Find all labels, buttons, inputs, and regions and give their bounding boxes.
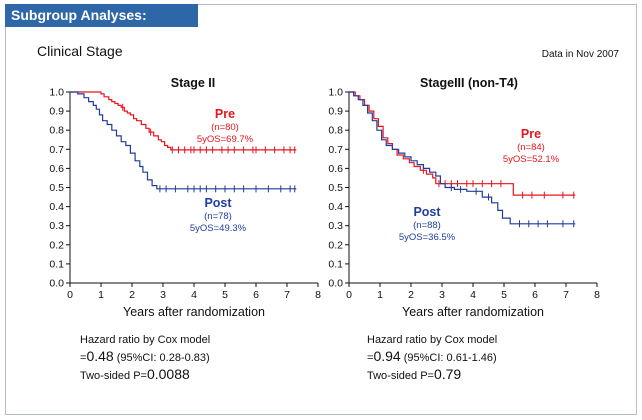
stats-stage2: Hazard ratio by Cox model =0.48 (95%CI: … bbox=[80, 332, 210, 384]
stats-stage3-p-line: Two-sided P=0.79 bbox=[367, 366, 497, 384]
panel1-y-tick-label: 0.4 bbox=[49, 201, 64, 213]
panel2-x-tick-label: 7 bbox=[563, 289, 569, 301]
panel2-x-tick-label: 6 bbox=[532, 289, 538, 301]
stats-stage3-hr-line: =0.94 (95%CI: 0.61-1.46) bbox=[367, 348, 497, 366]
panel1-x-tick-label: 2 bbox=[129, 289, 135, 301]
panel1-x-tick-label: 1 bbox=[98, 289, 104, 301]
panel1-x-tick-label: 8 bbox=[315, 289, 321, 301]
panel1-y-tick-label: 0.0 bbox=[49, 278, 64, 290]
panel1-pre-label: Pre bbox=[215, 107, 235, 121]
panel2-x-tick-label: 1 bbox=[377, 289, 383, 301]
panel2-x-tick-label: 0 bbox=[346, 289, 352, 301]
panel1-y-tick-label: 0.9 bbox=[49, 106, 64, 118]
panel2-x-axis-label: Years after randomization bbox=[402, 305, 544, 319]
stats-stage2-line1: Hazard ratio by Cox model bbox=[80, 334, 211, 346]
panel1-x-tick-label: 6 bbox=[253, 289, 259, 301]
panel1-y-tick-label: 0.5 bbox=[49, 182, 64, 194]
panel2-title: StageIII (non-T4) bbox=[420, 76, 518, 90]
panel2-y-tick-label: 0.5 bbox=[328, 182, 343, 194]
panel1-y-tick-label: 0.1 bbox=[49, 258, 64, 270]
panel2-y-tick-label: 0.7 bbox=[328, 144, 343, 156]
panel2-x-tick-label: 2 bbox=[408, 289, 414, 301]
panel1-y-tick-label: 1.0 bbox=[49, 87, 64, 99]
data-date: Data in Nov 2007 bbox=[541, 49, 619, 60]
stats-stage2-hr: 0.48 bbox=[86, 348, 114, 364]
panel2-post-n: (n=88) bbox=[413, 220, 441, 231]
panel1-x-tick-label: 4 bbox=[191, 289, 197, 301]
stats-stage3: Hazard ratio by Cox model =0.94 (95%CI: … bbox=[367, 332, 497, 384]
panel1-x-tick-label: 3 bbox=[160, 289, 166, 301]
stats-stage2-p: 0.0088 bbox=[146, 366, 190, 382]
slide-title: Subgroup Analyses: updated OS bbox=[11, 7, 147, 46]
stats-stage3-ci: (95%CI: 0.61-1.46) bbox=[403, 352, 497, 364]
panel2-post-curve bbox=[349, 91, 576, 225]
stats-stage2-hr-line: =0.48 (95%CI: 0.28-0.83) bbox=[80, 348, 210, 366]
panel1-x-axis-label: Years after randomization bbox=[123, 305, 265, 319]
stats-stage3-hr: 0.94 bbox=[373, 348, 401, 364]
panel1-x-tick-label: 0 bbox=[67, 289, 73, 301]
panel1-x-tick-label: 7 bbox=[284, 289, 290, 301]
panel2-y-tick-label: 0.6 bbox=[328, 163, 343, 175]
panel2-x-tick-label: 8 bbox=[594, 289, 600, 301]
stats-stage3-hr-prefix: = bbox=[367, 352, 374, 364]
panel1-pre-os: 5yOS=69.7% bbox=[197, 134, 254, 145]
stats-stage2-hr-prefix: = bbox=[80, 352, 87, 364]
panel2-post-os: 5yOS=36.5% bbox=[399, 232, 456, 243]
panel1-post-curve bbox=[70, 91, 297, 190]
panel1-y-tick-label: 0.2 bbox=[49, 239, 64, 251]
panel1-pre-curve bbox=[70, 91, 297, 151]
panel2-pre-label: Pre bbox=[521, 127, 541, 141]
panel2-y-tick-label: 0.4 bbox=[328, 201, 343, 213]
panel2-pre-n: (n=84) bbox=[517, 142, 545, 153]
stats-stage3-p: 0.79 bbox=[433, 366, 462, 382]
panel1-x-tick-label: 5 bbox=[222, 289, 228, 301]
panel2-pre-os: 5yOS=52.1% bbox=[503, 154, 560, 165]
stats-stage3-p-label: Two-sided P= bbox=[367, 370, 434, 382]
panel1-post-n: (n=78) bbox=[204, 211, 232, 222]
panel2-y-tick-label: 0.2 bbox=[328, 239, 343, 251]
panel1-y-tick-label: 0.6 bbox=[49, 163, 64, 175]
panel2-x-tick-label: 4 bbox=[470, 289, 476, 301]
stats-stage2-p-label: Two-sided P= bbox=[80, 370, 147, 382]
panel1-pre-n: (n=80) bbox=[211, 122, 239, 133]
panel1-y-tick-label: 0.8 bbox=[49, 125, 64, 137]
panel2-y-tick-label: 0.1 bbox=[328, 258, 343, 270]
section-title: Clinical Stage bbox=[37, 43, 123, 59]
panel2-y-tick-label: 1.0 bbox=[328, 87, 343, 99]
panel2-x-tick-label: 5 bbox=[501, 289, 507, 301]
panel1-y-tick-label: 0.7 bbox=[49, 144, 64, 156]
panel1-y-tick-label: 0.3 bbox=[49, 220, 64, 232]
panel2-y-tick-label: 0.9 bbox=[328, 106, 343, 118]
stats-stage2-p-line: Two-sided P=0.0088 bbox=[80, 366, 210, 384]
panel1-post-label: Post bbox=[204, 196, 232, 210]
panel2-y-tick-label: 0.8 bbox=[328, 125, 343, 137]
stats-stage2-ci: (95%CI: 0.28-0.83) bbox=[116, 352, 210, 364]
stats-stage3-line1: Hazard ratio by Cox model bbox=[367, 334, 498, 346]
panel2-post-label: Post bbox=[413, 205, 441, 219]
slide-header: Subgroup Analyses: updated OS bbox=[5, 4, 198, 46]
panel2-x-tick-label: 3 bbox=[439, 289, 445, 301]
panel1-title: Stage II bbox=[171, 76, 215, 90]
slide-frame bbox=[5, 4, 637, 415]
panel2-y-tick-label: 0.0 bbox=[328, 278, 343, 290]
panel1-post-os: 5yOS=49.3% bbox=[190, 223, 247, 234]
panel2-y-tick-label: 0.3 bbox=[328, 220, 343, 232]
